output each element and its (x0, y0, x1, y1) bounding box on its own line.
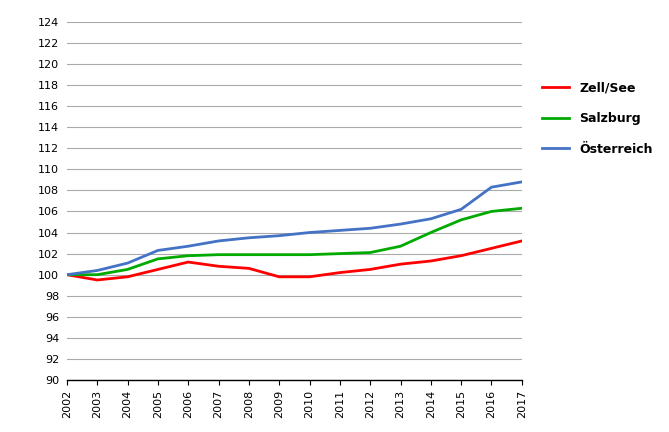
Legend: Zell/See, Salzburg, Österreich: Zell/See, Salzburg, Österreich (542, 82, 653, 156)
